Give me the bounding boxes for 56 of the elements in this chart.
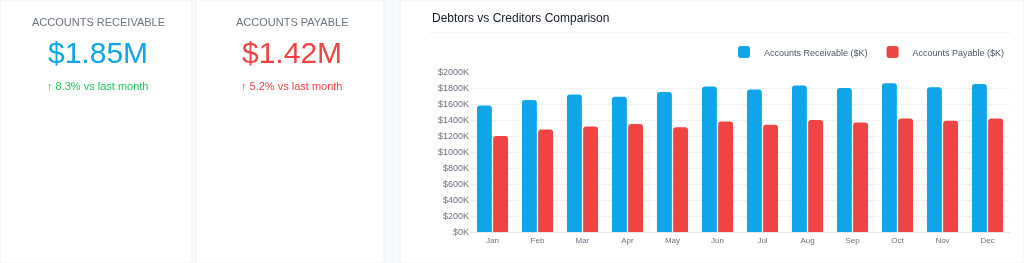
x-tick-label: Dec bbox=[980, 235, 995, 245]
bar bbox=[836, 88, 852, 232]
x-tick-label: Sep bbox=[845, 235, 861, 245]
legend-label: Accounts Receivable ($K) bbox=[764, 47, 868, 58]
x-tick-label: May bbox=[664, 235, 681, 245]
x-tick-label: Jun bbox=[711, 235, 724, 245]
y-tick-label: $2000K bbox=[437, 67, 469, 78]
bar bbox=[791, 85, 807, 232]
text: ACCOUNTS RECEIVABLE bbox=[32, 16, 166, 28]
bar bbox=[611, 96, 627, 232]
bar bbox=[701, 86, 717, 232]
y-tick-label: $800K bbox=[442, 163, 469, 174]
bar bbox=[673, 127, 689, 232]
bar bbox=[521, 100, 537, 232]
bar bbox=[853, 122, 869, 232]
y-tick-label: $1400K bbox=[437, 115, 469, 126]
text: ↑ 5.2% vs last month bbox=[241, 80, 343, 92]
bar bbox=[926, 87, 942, 232]
bar bbox=[538, 129, 554, 232]
bar bbox=[746, 89, 762, 232]
bar bbox=[898, 118, 914, 232]
x-tick-label: Aug bbox=[800, 235, 815, 245]
bar bbox=[628, 124, 644, 232]
text: $1.85M bbox=[48, 36, 149, 69]
y-tick-label: $0K bbox=[452, 227, 469, 238]
bar bbox=[943, 120, 959, 232]
y-tick-label: $600K bbox=[442, 179, 469, 190]
x-tick-label: Jan bbox=[486, 235, 499, 245]
y-tick-label: $1000K bbox=[437, 147, 469, 158]
legend-label: Accounts Payable ($K) bbox=[912, 47, 1005, 58]
y-tick-label: $1600K bbox=[437, 99, 469, 110]
text: ↑ 8.3% vs last month bbox=[47, 80, 149, 92]
bar bbox=[988, 118, 1004, 232]
y-tick-label: $1800K bbox=[437, 83, 469, 94]
bar bbox=[493, 136, 509, 232]
text: $1.42M bbox=[242, 36, 343, 69]
bar bbox=[808, 120, 824, 232]
x-tick-label: Jul bbox=[757, 235, 768, 245]
chart-title: Debtors vs Creditors Comparison bbox=[432, 11, 610, 25]
bar bbox=[763, 124, 779, 232]
bar bbox=[881, 83, 897, 232]
x-tick-label: Feb bbox=[530, 235, 545, 245]
x-tick-label: Nov bbox=[935, 235, 950, 245]
bar bbox=[656, 92, 672, 232]
bar bbox=[476, 105, 492, 232]
bar bbox=[566, 94, 582, 232]
text: ACCOUNTS PAYABLE bbox=[236, 16, 349, 28]
x-tick-label: Oct bbox=[891, 235, 905, 245]
bar bbox=[971, 84, 987, 232]
y-tick-label: $400K bbox=[442, 195, 469, 206]
bar bbox=[583, 126, 599, 232]
y-tick-label: $200K bbox=[442, 211, 469, 222]
x-tick-label: Apr bbox=[621, 235, 635, 245]
bar bbox=[718, 121, 734, 232]
x-tick-label: Mar bbox=[575, 235, 590, 245]
y-tick-label: $1200K bbox=[437, 131, 469, 142]
